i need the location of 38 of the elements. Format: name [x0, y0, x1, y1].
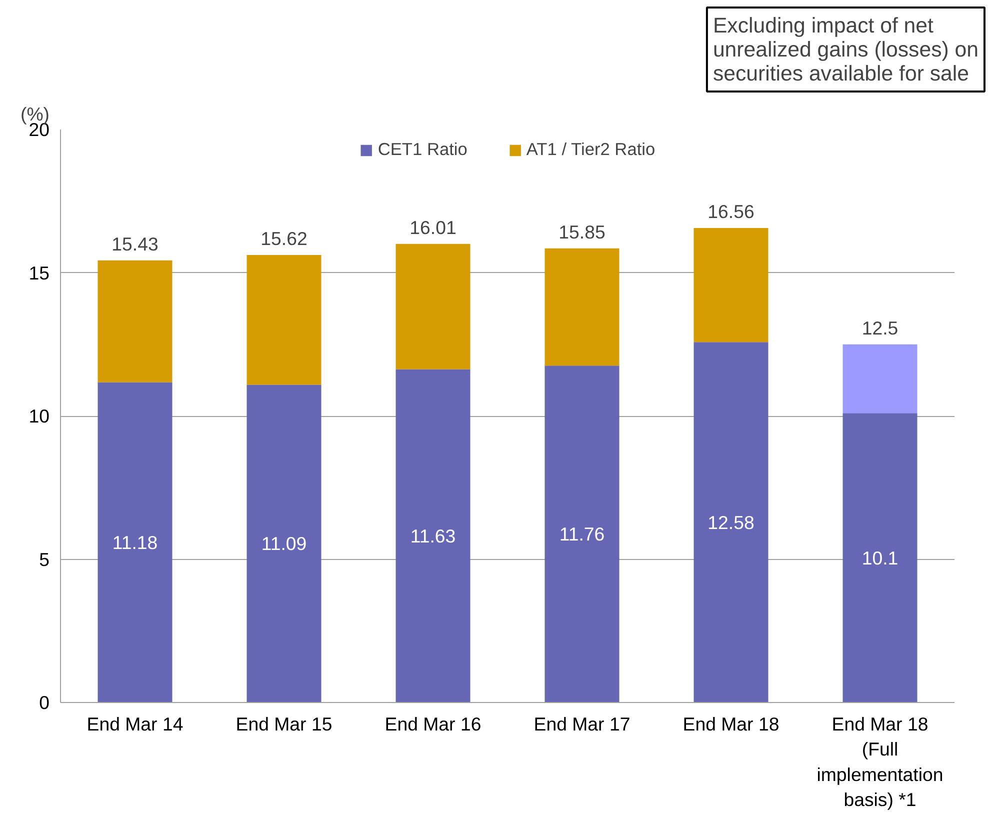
y-tick-label: 10: [28, 406, 50, 426]
x-tick-label: End Mar 15: [236, 714, 332, 734]
data-label: 11.18: [112, 532, 158, 553]
legend-label: CET1 Ratio: [378, 139, 468, 160]
data-label: 11.63: [410, 525, 456, 546]
bar: [396, 369, 470, 702]
data-label: 12.58: [708, 512, 754, 533]
bar: [842, 413, 918, 702]
bar: [246, 254, 322, 385]
x-tick-label: End Mar 14: [86, 714, 184, 734]
data-label: 11.09: [261, 533, 307, 554]
data-label: 11.76: [559, 524, 605, 545]
x-tick-label: End Mar 18 (Full implementation basis) *1: [816, 714, 944, 810]
bar: [694, 342, 768, 702]
legend-label: AT1 / Tier2 Ratio: [526, 139, 656, 160]
y-axis-title: (%): [20, 104, 50, 124]
total-label: 16.01: [410, 216, 456, 238]
x-tick-label: End Mar 16: [384, 714, 482, 734]
x-tick-label: End Mar 18: [682, 714, 780, 734]
bar: [544, 248, 620, 366]
bar: [544, 366, 620, 702]
total-label: 15.85: [558, 221, 606, 242]
data-label: 10.1: [862, 547, 898, 568]
total-label: 12.5: [862, 317, 898, 338]
text: Excluding impact of net unrealized gains (losses) on securities available for sale: [712, 14, 978, 86]
bar: [98, 382, 172, 702]
bar: [98, 260, 172, 382]
bar: [396, 244, 470, 370]
y-tick-label: 5: [39, 548, 50, 570]
bar: [694, 228, 768, 342]
total-label: 16.56: [708, 201, 754, 222]
y-tick-label: 15: [28, 262, 50, 284]
y-tick-label: 0: [39, 692, 50, 713]
bar: [842, 344, 918, 414]
total-label: 15.43: [112, 233, 158, 254]
bar: [246, 384, 322, 702]
total-label: 15.62: [260, 228, 308, 249]
x-tick-label: End Mar 17: [534, 714, 630, 734]
